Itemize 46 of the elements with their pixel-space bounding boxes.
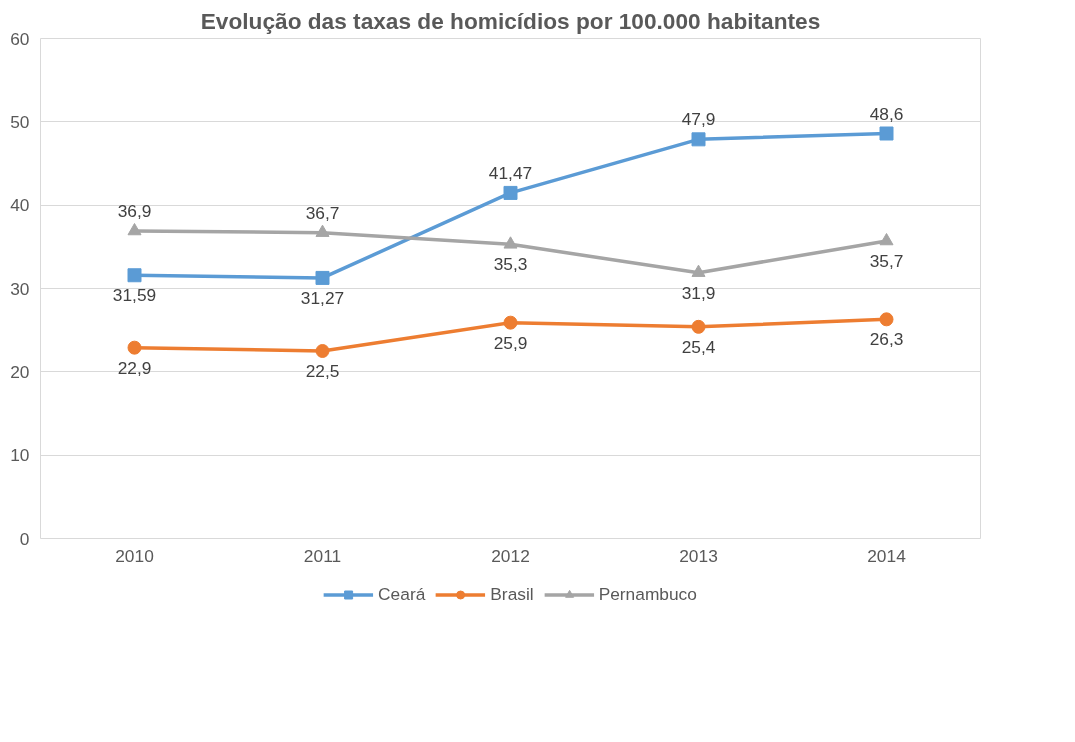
point: [503, 236, 518, 249]
y-tick-label: 50: [10, 111, 30, 132]
data-label: 25,4: [681, 336, 716, 357]
point: [879, 232, 894, 246]
point: [691, 264, 706, 277]
data-label: 25,9: [493, 332, 528, 353]
y-tick-label: 20: [10, 361, 30, 382]
data-label: 36,7: [305, 202, 340, 223]
legend-label: Brasil: [490, 583, 534, 605]
point: [879, 312, 894, 327]
point: [127, 340, 142, 355]
point: [503, 185, 518, 200]
point: [315, 344, 330, 358]
point: [879, 126, 894, 141]
data-label: 31,59: [112, 285, 157, 306]
point: [691, 319, 706, 334]
data-label: 41,47: [488, 162, 533, 183]
point: [127, 268, 142, 283]
data-label: 47,9: [681, 109, 716, 130]
x-tick-label: 2014: [867, 545, 907, 566]
y-tick-label: 60: [10, 28, 30, 49]
data-label: 31,27: [300, 287, 345, 308]
data-label: 31,9: [681, 282, 716, 303]
point: [503, 315, 518, 330]
y-tick-label: 40: [10, 195, 30, 216]
legend-label: Pernambuco: [598, 583, 697, 605]
data-label: 35,7: [869, 251, 904, 271]
data-label: 36,9: [117, 201, 152, 221]
legend-label: Ceará: [378, 583, 426, 605]
x-tick-label: 2013: [679, 545, 718, 566]
point: [315, 270, 330, 285]
data-label: 48,6: [869, 103, 904, 124]
point: [127, 222, 142, 236]
y-tick-label: 10: [10, 445, 30, 466]
point: [691, 132, 706, 147]
data-label: 35,3: [493, 254, 528, 275]
x-tick-label: 2012: [491, 545, 530, 566]
x-tick-label: 2010: [115, 545, 154, 566]
chart-title: Evolução das taxas de homicídios por 100.000 habitantes: [200, 7, 821, 34]
data-label: 22,9: [117, 357, 152, 378]
y-tick-label: 30: [10, 278, 30, 299]
data-label: 26,3: [869, 329, 904, 350]
data-label: 22,5: [305, 361, 340, 381]
x-tick-label: 2011: [303, 545, 342, 566]
point: [315, 224, 330, 237]
y-tick-label: 0: [19, 528, 30, 549]
